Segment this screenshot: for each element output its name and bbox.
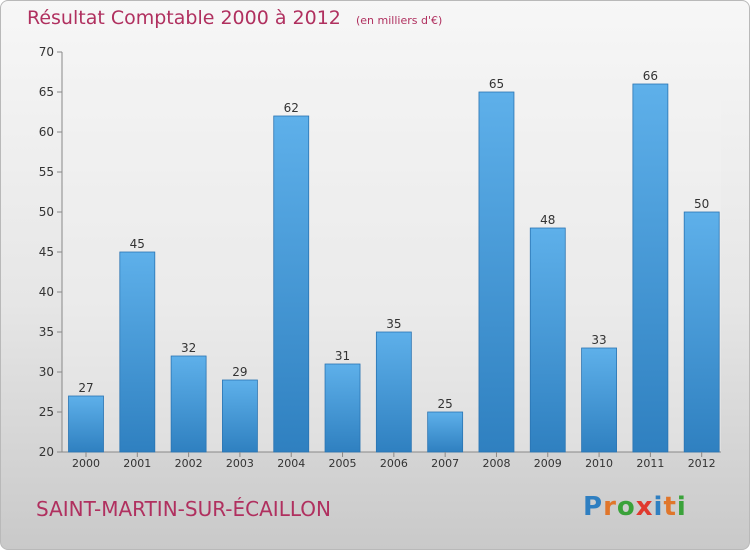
bar-value-label: 65 [489,77,504,91]
bar [632,83,669,453]
y-tick-label: 60 [39,125,54,139]
bar [683,211,720,453]
proxiti-logo: Proxiti [583,492,687,522]
bar [478,91,515,453]
y-tick-label: 20 [39,445,54,459]
logo-letter: t [663,492,677,522]
y-tick-label: 70 [39,45,54,59]
x-tick-label: 2001 [123,457,151,470]
title-text: Résultat Comptable 2000 à 2012 [27,7,341,29]
logo-letter: P [583,492,604,522]
x-tick-label: 2003 [226,457,254,470]
y-tick-label: 45 [39,245,54,259]
x-tick-label: 2006 [380,457,408,470]
x-tick-label: 2000 [72,457,100,470]
logo-letter: o [616,492,636,522]
bar [119,251,156,453]
y-tick-label: 35 [39,325,54,339]
bar [170,355,207,453]
bar-value-label: 31 [335,349,350,363]
bar-value-label: 35 [386,317,401,331]
commune-name: SAINT-MARTIN-SUR-ÉCAILLON [36,497,331,521]
bar-value-label: 62 [284,101,299,115]
bar-value-label: 50 [694,197,709,211]
logo-letter: i [653,492,664,522]
bar [581,347,617,453]
chart-title: Résultat Comptable 2000 à 2012 (en milli… [27,7,442,29]
y-tick-label: 55 [39,165,54,179]
bar-value-label: 27 [78,381,93,395]
logo-letter: i [676,492,687,522]
bar [273,115,310,453]
logo-letter: x [635,492,654,522]
x-tick-label: 2010 [585,457,613,470]
bar-value-label: 33 [591,333,606,347]
bar [427,411,464,453]
bar-value-label: 45 [130,237,145,251]
x-tick-label: 2007 [431,457,459,470]
bar-value-label: 48 [540,213,555,227]
bar-value-label: 25 [438,397,453,411]
y-tick-label: 30 [39,365,54,379]
x-tick-label: 2002 [175,457,203,470]
bar-value-label: 29 [232,365,247,379]
y-tick-label: 65 [39,85,54,99]
y-tick-label: 50 [39,205,54,219]
bar [324,363,361,453]
bar [222,379,258,453]
y-tick-label: 40 [39,285,54,299]
y-tick-label: 25 [39,405,54,419]
bar [375,331,412,453]
x-tick-label: 2005 [329,457,357,470]
x-tick-label: 2004 [277,457,305,470]
logo-letter: r [603,492,617,522]
x-tick-label: 2011 [636,457,664,470]
bar-value-label: 32 [181,341,196,355]
bar [529,227,566,453]
bar [68,395,104,453]
x-tick-label: 2009 [534,457,562,470]
bar-value-label: 66 [643,69,658,83]
unit-note: (en milliers d'€) [355,14,443,27]
x-tick-label: 2012 [688,457,716,470]
x-tick-label: 2008 [482,457,510,470]
